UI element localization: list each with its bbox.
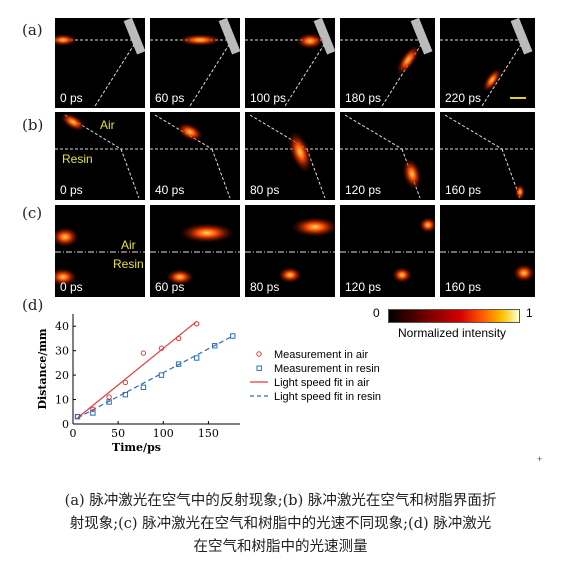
panel-a3: 100 ps [245,18,335,108]
caption-line-2: 射现象;(c) 脉冲激光在空气和树脂中的光速不同现象;(d) 脉冲激光 [69,516,492,532]
data-point [74,413,81,420]
panel-b2-time: 40 ps [155,183,185,197]
panel-c4: 120 ps [340,205,435,297]
data-point [158,372,165,378]
colorbar-max-label: 1 [526,306,533,320]
panel-b1-image [55,112,145,199]
panel-c1-air-label: Air [121,238,136,252]
distance-time-chart: 0 50 100 150 0 10 20 30 40 Time/ps Distance/mm Meas… [36,314,381,454]
y-axis-label: Distance/mm [36,328,49,409]
panel-a2-time: 60 ps [155,91,185,105]
fit-line [77,335,234,419]
panel-b3-time: 80 ps [250,183,280,197]
panel-a5: 220 ps [440,18,535,108]
panel-a2: 60 ps [150,18,240,108]
data-point [175,361,182,367]
legend-label: Light speed fit in air [274,377,370,389]
row-label-d: (d) [22,296,44,314]
data-point [90,406,96,413]
panel-c2-image [150,223,240,285]
panel-b5-time: 160 ps [445,183,482,197]
row-label-b: (b) [22,116,44,134]
legend-label: Light speed fit in resin [274,391,381,403]
panel-c1-time: 0 ps [60,280,83,294]
panel-c1: Air Resin 0 ps [55,205,145,297]
panel-a2-image [150,18,240,107]
row-label-c: (c) [22,204,43,222]
panel-b1: Air Resin 0 ps [55,112,145,200]
stray-mark: + [537,454,543,464]
panel-c3-image [245,217,335,283]
data-point [212,343,218,349]
data-point [193,355,200,361]
panel-c2: 60 ps [150,205,240,297]
panel-b1-resin-label: Resin [62,152,93,166]
panel-a5-image [440,18,533,107]
data-point [158,345,165,351]
panel-a4-time: 180 ps [345,91,382,105]
panel-a1-image [55,18,145,107]
legend-label: Measurement in resin [274,363,380,375]
panel-b5-image [440,114,535,200]
panel-a4-image [340,18,433,107]
panel-c5-image [440,251,535,282]
panel-c3: 80 ps [245,205,335,297]
panel-c4-time: 120 ps [345,280,382,294]
panel-a1: 0 ps [55,18,145,108]
x-tick-label: 0 [70,427,77,440]
panel-c2-time: 60 ps [155,280,185,294]
colorbar-gradient [388,309,520,323]
y-tick-label: 0 [62,418,69,431]
panel-b1-time: 0 ps [60,183,83,197]
panel-b3: 80 ps [245,112,335,200]
panel-c3-time: 80 ps [250,280,280,294]
colorbar: 0 1 Normalized intensity [358,304,558,344]
y-tick-label: 10 [55,394,69,407]
panel-b4-time: 120 ps [345,183,382,197]
colorbar-title: Normalized intensity [398,326,507,340]
data-point [140,350,147,356]
x-tick-label: 100 [153,427,174,440]
panel-c1-resin-label: Resin [113,257,144,271]
legend-marker [256,351,262,357]
panel-a1-time: 0 ps [60,91,83,105]
caption-line-1: (a) 脉冲激光在空气中的反射现象;(b) 脉冲激光在空气和树脂界面折 [64,493,497,509]
panel-b5: 160 ps [440,112,535,200]
panel-a3-image [245,18,335,107]
panel-a4: 180 ps [340,18,435,108]
y-tick-label: 40 [55,320,69,333]
y-tick-label: 30 [55,345,69,358]
caption-line-3: 在空气和树脂中的光速测量 [193,539,368,555]
panel-b3-image [245,114,335,199]
x-tick-label: 150 [198,427,219,440]
panel-a5-time: 220 ps [445,91,482,105]
panel-a3-time: 100 ps [250,91,287,105]
figure-caption: (a) 脉冲激光在空气中的反射现象;(b) 脉冲激光在空气和树脂界面折 射现象;… [0,490,561,559]
colorbar-min-label: 0 [373,306,380,320]
data-point [175,335,182,342]
panel-b2: 40 ps [150,112,240,200]
data-point [140,384,147,391]
legend-label: Measurement in air [274,349,368,361]
x-tick-label: 50 [111,427,125,440]
data-point [122,391,129,398]
data-point [106,394,112,400]
panel-c1-image [55,227,145,286]
data-point [193,321,200,327]
data-point [90,410,96,416]
panel-b2-image [150,114,240,199]
x-axis-label: Time/ps [112,441,161,454]
data-point [106,399,112,405]
panel-c5: 160 ps [440,205,535,297]
panel-b1-air-label: Air [100,118,115,132]
y-tick-label: 20 [55,369,69,382]
panel-c5-time: 160 ps [445,280,482,294]
row-label-a: (a) [22,21,43,39]
legend-marker [256,365,262,371]
data-point [122,379,129,386]
panel-c4-image [340,217,435,283]
panel-b4-image [340,114,435,199]
data-point [230,333,236,339]
panel-b4: 120 ps [340,112,435,200]
